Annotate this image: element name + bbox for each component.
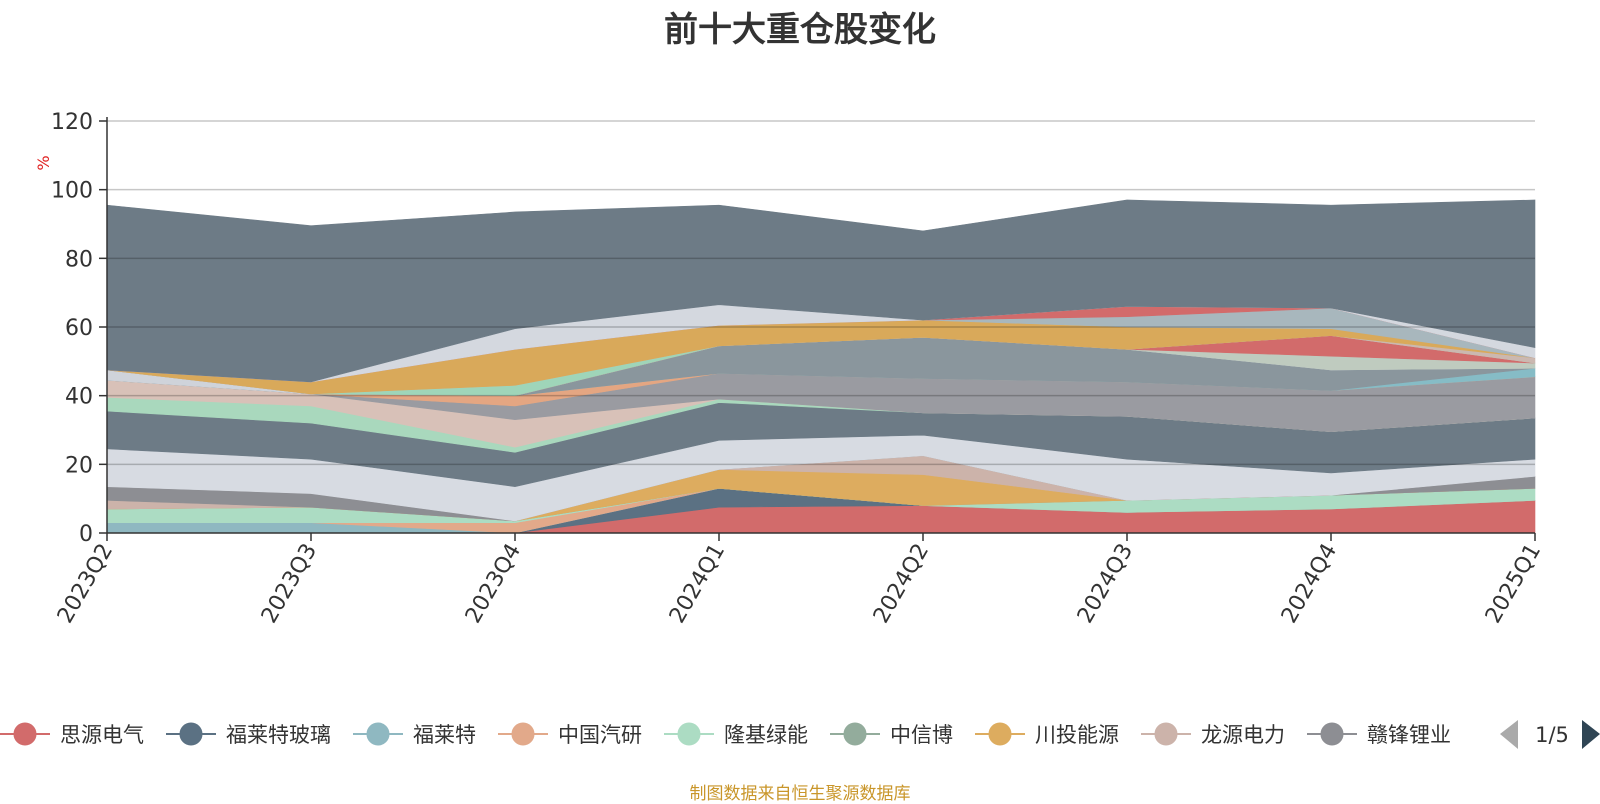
legend-label: 福莱特 xyxy=(413,723,476,747)
legend-item-2[interactable]: 福莱特 xyxy=(353,722,476,747)
legend-label: 福莱特玻璃 xyxy=(226,723,331,747)
y-tick-label: 100 xyxy=(51,179,93,204)
y-tick-label: 80 xyxy=(65,247,93,272)
legend-item-1[interactable]: 福莱特玻璃 xyxy=(166,722,331,747)
legend-marker xyxy=(843,722,867,746)
x-tick-label: 2024Q3 xyxy=(1073,540,1138,628)
legend-item-6[interactable]: 川投能源 xyxy=(975,722,1119,747)
x-tick-label: 2024Q4 xyxy=(1277,540,1342,628)
legend-marker xyxy=(366,722,390,746)
data-source-note: 制图数据来自恒生聚源数据库 xyxy=(689,784,911,804)
legend-pager: 1/5 xyxy=(1500,720,1600,749)
x-tick-label: 2023Q2 xyxy=(53,540,118,628)
legend-item-7[interactable]: 龙源电力 xyxy=(1141,722,1285,747)
legend-marker xyxy=(677,722,701,746)
legend-marker xyxy=(511,722,535,746)
legend: 思源电气 福莱特玻璃 福莱特 中国汽研 隆基绿能 中信博 川投能源 龙源电力 赣锋锂业 xyxy=(0,722,1451,747)
legend-label: 隆基绿能 xyxy=(724,723,808,747)
legend-label: 龙源电力 xyxy=(1201,723,1285,747)
legend-item-0[interactable]: 思源电气 xyxy=(0,722,144,747)
y-axis-label: % xyxy=(34,155,53,170)
legend-item-8[interactable]: 赣锋锂业 xyxy=(1307,722,1451,747)
legend-marker xyxy=(1154,722,1178,746)
legend-marker xyxy=(13,722,37,746)
legend-marker xyxy=(1320,722,1344,746)
legend-item-5[interactable]: 中信博 xyxy=(830,722,953,747)
legend-label: 中信博 xyxy=(890,723,953,747)
legend-prev-page-icon[interactable] xyxy=(1500,720,1518,749)
y-tick-label: 60 xyxy=(65,316,93,341)
x-tick-label: 2024Q1 xyxy=(665,540,730,628)
y-tick-label: 120 xyxy=(51,110,93,135)
area-series-26 xyxy=(106,199,1536,383)
legend-item-3[interactable]: 中国汽研 xyxy=(498,722,642,747)
y-tick-label: 40 xyxy=(65,385,93,410)
x-tick-label: 2023Q3 xyxy=(257,540,322,628)
legend-item-4[interactable]: 隆基绿能 xyxy=(664,722,808,747)
series-areas xyxy=(106,199,1536,534)
grid-lines xyxy=(107,120,1535,466)
legend-label: 中国汽研 xyxy=(558,723,642,747)
legend-marker xyxy=(179,722,203,746)
y-tick-label: 20 xyxy=(65,453,93,478)
legend-label: 赣锋锂业 xyxy=(1367,723,1451,747)
legend-marker xyxy=(988,722,1012,746)
y-tick-label: 0 xyxy=(79,522,93,547)
legend-label: 川投能源 xyxy=(1035,723,1119,747)
legend-next-page-icon[interactable] xyxy=(1582,720,1600,749)
legend-page-indicator: 1/5 xyxy=(1535,723,1569,747)
x-tick-label: 2025Q1 xyxy=(1481,540,1546,628)
x-tick-label: 2023Q4 xyxy=(461,540,526,628)
chart-title: 前十大重仓股变化 xyxy=(664,10,936,50)
legend-label: 思源电气 xyxy=(60,723,144,747)
x-tick-label: 2024Q2 xyxy=(869,540,934,628)
